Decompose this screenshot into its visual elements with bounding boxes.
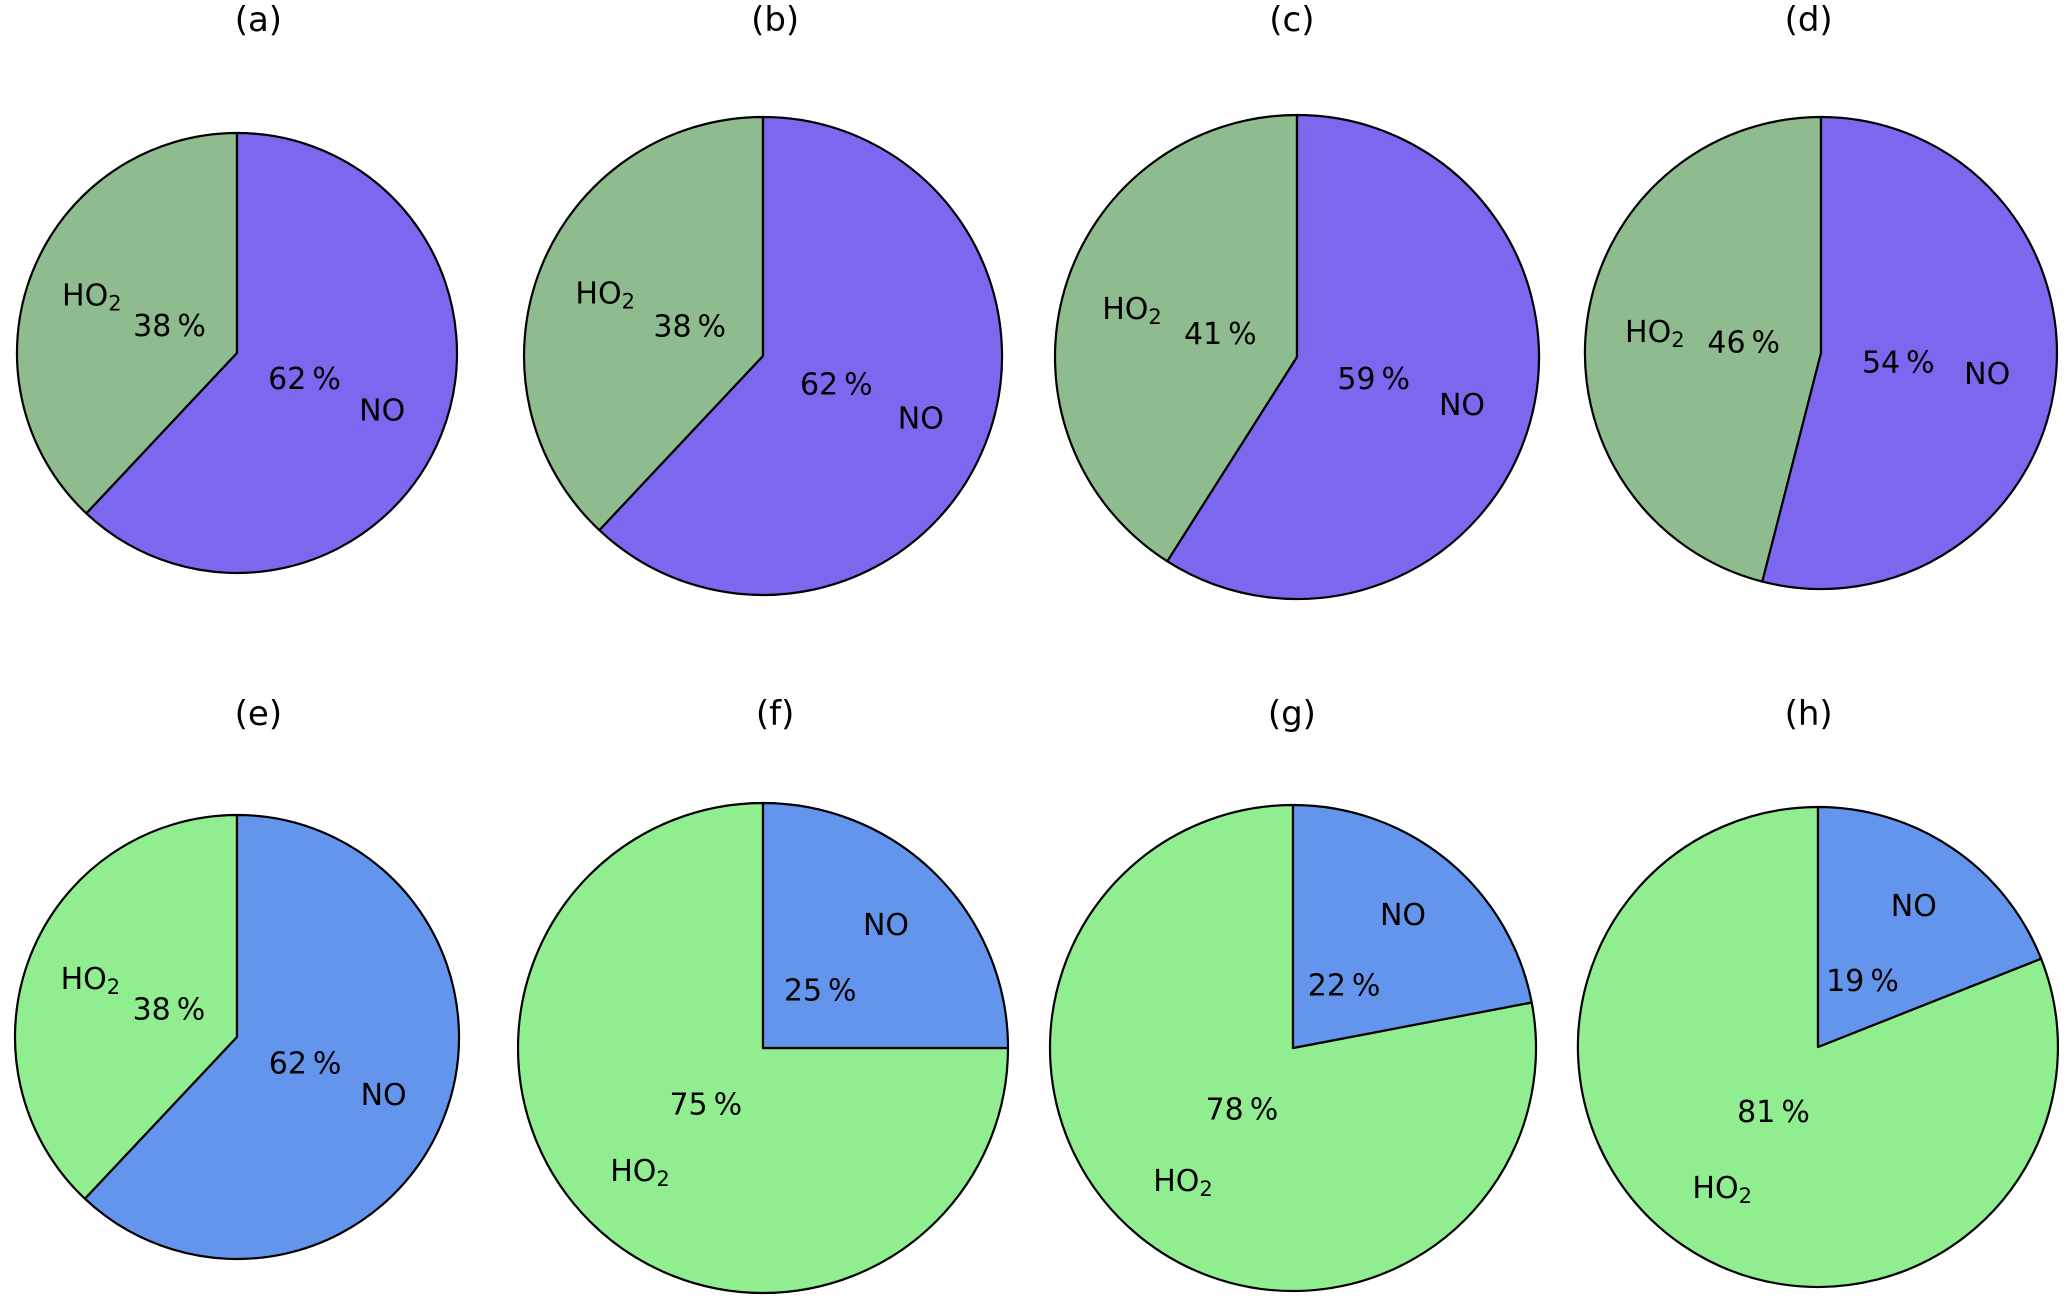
slice-pct-no: 22 % xyxy=(1307,969,1380,1004)
slice-pct-ho2: 38 % xyxy=(653,310,726,345)
slice-pct-no: 54 % xyxy=(1862,345,1935,380)
slice-pct-no: 25 % xyxy=(784,973,857,1008)
panel-title-h: (h) xyxy=(1784,694,1833,734)
pie-panel-d: (d) HO2 46 % NO 54 % xyxy=(1550,0,2067,650)
pie-chart-h: HO2 81 % NO 19 % xyxy=(1577,805,2060,1289)
pie-slice-ho2 xyxy=(15,131,239,515)
slice-label-ho2: HO2 xyxy=(575,276,635,314)
slice-pct-ho2: 38 % xyxy=(133,309,206,344)
pie-slice-no xyxy=(83,813,461,1261)
slice-pct-ho2: 46 % xyxy=(1708,326,1781,361)
slice-label-no: NO xyxy=(1438,387,1484,422)
pie-panel-b: (b) HO2 38 % NO 62 % xyxy=(517,0,1034,650)
slice-label-ho2: HO2 xyxy=(1102,292,1162,330)
slice-label-ho2: HO2 xyxy=(1625,315,1685,353)
slice-pct-no: 62 % xyxy=(268,362,341,397)
slice-pct-no: 59 % xyxy=(1337,362,1410,397)
panel-title-g: (g) xyxy=(1267,694,1316,734)
pie-slice-no xyxy=(1291,803,1533,1050)
pie-slice-no xyxy=(761,801,1009,1050)
slice-pct-ho2: 38 % xyxy=(133,993,206,1028)
pie-chart-d: HO2 46 % NO 54 % xyxy=(1584,115,2059,591)
slice-label-no: NO xyxy=(359,393,405,428)
pie-slice-no xyxy=(1817,805,2043,1049)
panel-title-a: (a) xyxy=(234,0,283,40)
pie-slice-ho2 xyxy=(13,813,239,1200)
slice-label-no: NO xyxy=(898,401,944,436)
pie-slice-no xyxy=(1165,113,1540,601)
slice-label-no: NO xyxy=(361,1078,407,1113)
pie-panel-f: (f) HO2 75 % NO 25 % xyxy=(516,650,1034,1301)
pie-chart-c: HO2 41 % NO 59 % xyxy=(1053,113,1540,601)
pie-slice-ho2 xyxy=(1053,113,1298,563)
pie-slice-no xyxy=(85,131,459,575)
pie-slice-no xyxy=(598,115,1003,597)
pie-slice-no xyxy=(1761,115,2059,591)
slice-pct-ho2: 75 % xyxy=(669,1088,742,1123)
pie-slice-ho2 xyxy=(516,801,1009,1295)
pie-slice-ho2 xyxy=(1584,115,1823,583)
slice-pct-ho2: 41 % xyxy=(1183,317,1256,352)
slice-label-no: NO xyxy=(863,908,909,943)
slice-label-ho2: HO2 xyxy=(1153,1163,1213,1201)
slice-label-no: NO xyxy=(1964,357,2010,392)
pie-panel-e: (e) HO2 38 % NO 62 % xyxy=(0,650,517,1301)
pie-chart-a: HO2 38 % NO 62 % xyxy=(15,131,459,575)
pie-panel-c: (c) HO2 41 % NO 59 % xyxy=(1034,0,1551,650)
slice-pct-no: 19 % xyxy=(1826,964,1899,999)
slice-pct-ho2: 78 % xyxy=(1205,1092,1278,1127)
panel-title-c: (c) xyxy=(1269,0,1315,40)
pie-panel-g: (g) HO2 78 % NO 22 % xyxy=(1034,650,1551,1301)
slice-label-no: NO xyxy=(1379,898,1425,933)
pie-panel-h: (h) HO2 81 % NO 19 % xyxy=(1550,650,2067,1301)
pie-panel-a: (a) HO2 38 % NO 62 % xyxy=(0,0,517,650)
slice-label-ho2: HO2 xyxy=(1693,1170,1753,1208)
slice-pct-no: 62 % xyxy=(269,1047,342,1082)
slice-label-ho2: HO2 xyxy=(61,962,121,1000)
pie-chart-b: HO2 38 % NO 62 % xyxy=(522,115,1003,597)
slice-label-ho2: HO2 xyxy=(610,1154,670,1192)
slice-label-ho2: HO2 xyxy=(62,278,122,316)
panel-title-f: (f) xyxy=(755,694,795,734)
slice-label-no: NO xyxy=(1891,889,1937,924)
slice-pct-no: 62 % xyxy=(800,368,873,403)
panel-title-e: (e) xyxy=(234,694,283,734)
pie-chart-g: HO2 78 % NO 22 % xyxy=(1048,803,1537,1293)
pie-slice-ho2 xyxy=(522,115,764,532)
panel-title-d: (d) xyxy=(1784,0,1833,40)
panel-title-b: (b) xyxy=(751,0,800,40)
slice-pct-ho2: 81 % xyxy=(1737,1095,1810,1130)
pie-chart-e: HO2 38 % NO 62 % xyxy=(13,813,461,1261)
